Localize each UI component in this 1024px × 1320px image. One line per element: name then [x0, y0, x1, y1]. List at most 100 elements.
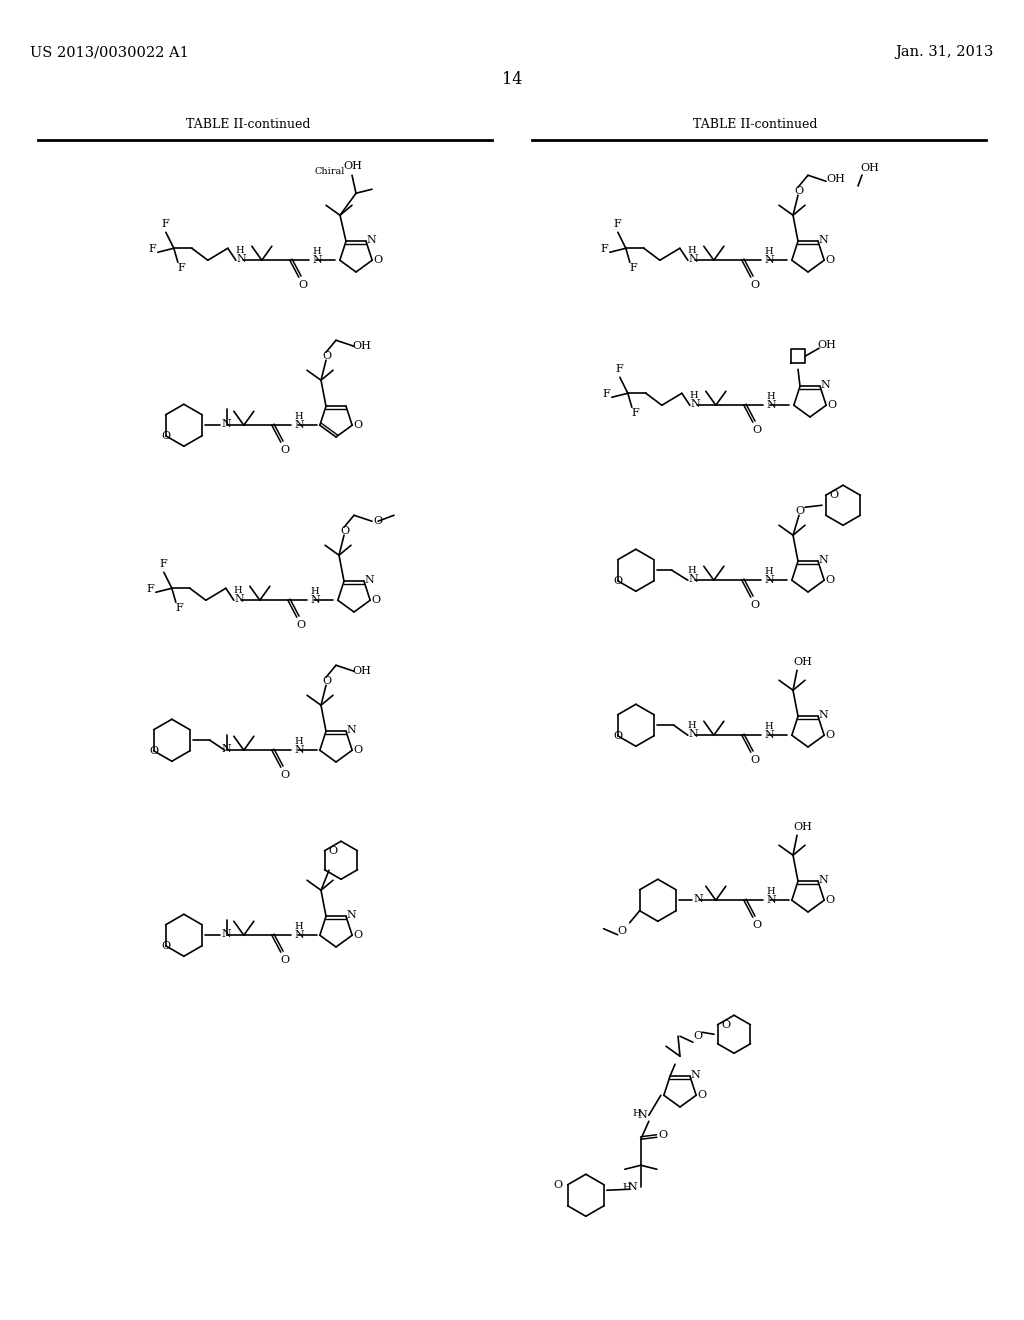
Text: F: F	[177, 263, 184, 273]
Text: H: H	[295, 737, 303, 746]
Text: H: H	[310, 587, 319, 595]
Text: US 2013/0030022 A1: US 2013/0030022 A1	[30, 45, 188, 59]
Text: F: F	[600, 244, 607, 255]
Text: O: O	[825, 255, 835, 265]
Text: N: N	[234, 594, 245, 605]
Text: N: N	[237, 255, 247, 264]
Text: O: O	[374, 255, 383, 265]
Text: F: F	[615, 364, 623, 375]
Text: N: N	[628, 1183, 638, 1192]
Text: O: O	[753, 425, 762, 436]
Text: F: F	[146, 585, 154, 594]
Text: H: H	[687, 721, 696, 730]
Text: N: N	[767, 895, 777, 906]
Text: N: N	[222, 744, 231, 754]
Text: Chiral: Chiral	[314, 168, 345, 177]
Text: H: H	[295, 412, 303, 421]
Text: H: H	[765, 722, 773, 731]
Text: O: O	[150, 746, 159, 756]
Text: H: H	[295, 921, 303, 931]
Text: O: O	[721, 1020, 730, 1030]
Text: OH: OH	[344, 161, 362, 172]
Text: N: N	[295, 931, 305, 940]
Text: OH: OH	[794, 657, 812, 667]
Text: N: N	[818, 556, 827, 565]
Text: TABLE II-continued: TABLE II-continued	[693, 117, 817, 131]
Text: N: N	[691, 399, 700, 409]
Text: N: N	[365, 576, 374, 585]
Text: 14: 14	[502, 71, 522, 88]
Text: H: H	[687, 246, 696, 255]
Text: O: O	[658, 1130, 668, 1140]
Text: O: O	[298, 280, 307, 290]
Text: O: O	[281, 956, 290, 965]
Text: O: O	[827, 400, 837, 411]
Text: H: H	[633, 1109, 641, 1118]
Text: N: N	[367, 235, 376, 246]
Text: N: N	[820, 380, 829, 391]
Text: N: N	[295, 746, 305, 755]
Text: N: N	[689, 729, 698, 739]
Text: F: F	[147, 244, 156, 255]
Text: O: O	[617, 925, 627, 936]
Text: O: O	[693, 1031, 702, 1041]
Text: N: N	[765, 255, 775, 265]
Text: F: F	[175, 603, 182, 614]
Text: O: O	[353, 420, 362, 430]
Text: O: O	[829, 490, 839, 500]
Text: N: N	[689, 255, 698, 264]
Text: H: H	[236, 246, 244, 255]
Text: N: N	[818, 235, 827, 246]
Text: O: O	[374, 516, 383, 527]
Text: O: O	[161, 430, 170, 441]
Text: N: N	[313, 255, 323, 265]
Text: O: O	[751, 601, 760, 610]
Text: O: O	[553, 1180, 562, 1189]
Text: O: O	[281, 771, 290, 780]
Text: O: O	[613, 576, 623, 586]
Text: OH: OH	[794, 822, 812, 832]
Text: O: O	[697, 1090, 707, 1101]
Text: F: F	[159, 560, 167, 569]
Text: F: F	[613, 219, 621, 230]
Text: O: O	[323, 676, 332, 686]
Text: N: N	[694, 894, 703, 904]
Text: O: O	[161, 941, 170, 950]
Text: O: O	[281, 445, 290, 455]
Text: O: O	[613, 731, 623, 741]
Text: N: N	[346, 911, 356, 920]
Text: O: O	[340, 527, 349, 536]
Text: O: O	[753, 920, 762, 931]
Text: F: F	[161, 219, 169, 230]
Text: N: N	[222, 420, 231, 429]
Text: N: N	[311, 595, 321, 606]
Text: O: O	[825, 895, 835, 906]
Text: O: O	[825, 730, 835, 741]
Text: OH: OH	[352, 342, 372, 351]
Text: H: H	[687, 566, 696, 574]
Text: N: N	[689, 574, 698, 585]
Text: N: N	[765, 576, 775, 585]
Text: TABLE II-continued: TABLE II-continued	[185, 117, 310, 131]
Text: H: H	[233, 586, 242, 595]
Text: H: H	[312, 247, 322, 256]
Text: H: H	[623, 1183, 631, 1192]
Text: OH: OH	[817, 341, 837, 350]
Text: N: N	[818, 875, 827, 886]
Text: H: H	[767, 887, 775, 896]
Text: O: O	[353, 931, 362, 940]
Text: O: O	[323, 351, 332, 362]
Text: N: N	[818, 710, 827, 721]
Text: O: O	[751, 755, 760, 766]
Text: O: O	[796, 507, 805, 516]
Text: OH: OH	[826, 174, 846, 185]
Text: F: F	[629, 263, 637, 273]
Text: O: O	[328, 846, 337, 855]
Text: Jan. 31, 2013: Jan. 31, 2013	[896, 45, 994, 59]
Text: H: H	[689, 391, 698, 400]
Text: OH: OH	[352, 667, 372, 676]
Text: H: H	[767, 392, 775, 401]
Text: N: N	[222, 929, 231, 940]
Text: O: O	[825, 576, 835, 585]
Text: F: F	[602, 389, 609, 399]
